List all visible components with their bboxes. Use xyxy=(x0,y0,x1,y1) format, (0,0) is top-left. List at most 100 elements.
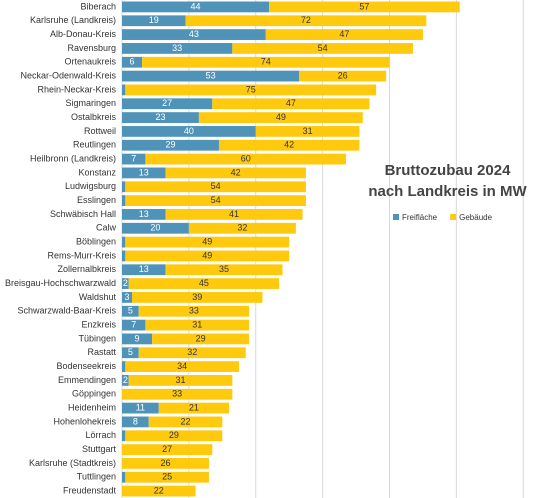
bar-segment xyxy=(145,153,347,165)
bar-segment xyxy=(122,444,213,455)
data-label: 31 xyxy=(303,126,313,136)
y-tick-label: Waldshut xyxy=(79,292,117,302)
y-tick-label: Rastatt xyxy=(87,347,116,357)
data-label: 26 xyxy=(338,70,348,80)
data-label: 22 xyxy=(181,416,191,426)
data-label: 34 xyxy=(177,361,187,371)
y-tick-label: Zollernalbkreis xyxy=(57,264,116,274)
y-tick-label: Calw xyxy=(96,223,117,233)
bar-segment xyxy=(122,209,166,220)
data-label: 32 xyxy=(187,347,197,357)
bar-segment xyxy=(218,139,360,151)
data-label: 27 xyxy=(162,98,172,108)
y-tick-label: Tübingen xyxy=(78,333,116,343)
data-label: 11 xyxy=(136,402,145,412)
bar-segment xyxy=(122,181,126,193)
data-label: 19 xyxy=(149,15,159,25)
bar-segment xyxy=(142,56,390,68)
chart-title: Bruttozubau 2024 nach Landkreis in MW xyxy=(368,162,527,200)
data-label: 40 xyxy=(184,126,194,136)
data-label: 31 xyxy=(176,375,186,385)
y-tick-label: Konstanz xyxy=(78,167,116,177)
data-label: 31 xyxy=(192,319,202,329)
bar-segment xyxy=(122,153,146,165)
bar-segment xyxy=(165,264,283,276)
data-label: 54 xyxy=(211,195,221,205)
bar-segment xyxy=(132,292,263,303)
data-label: 45 xyxy=(199,278,209,288)
bar-segment xyxy=(125,430,223,442)
y-tick-label: Rhein-Neckar-Kreis xyxy=(37,84,116,94)
data-label: 72 xyxy=(301,15,311,25)
data-label: 75 xyxy=(246,84,256,94)
data-label: 54 xyxy=(211,181,221,191)
data-label: 8 xyxy=(133,416,138,426)
y-tick-label: Ludwigsburg xyxy=(65,181,116,191)
bar-segment xyxy=(125,236,290,248)
data-label: 26 xyxy=(160,458,170,468)
data-label: 29 xyxy=(165,140,175,150)
bar-segment xyxy=(125,361,240,372)
legend-swatch xyxy=(393,214,399,220)
bar-segment xyxy=(128,278,280,289)
bar-segment xyxy=(128,375,233,386)
bar-segment xyxy=(122,402,159,414)
bar-segment xyxy=(185,15,427,27)
bar-segment xyxy=(122,167,166,179)
data-label: 47 xyxy=(339,29,349,39)
bar-segment xyxy=(122,236,126,248)
bar-segment xyxy=(269,1,460,13)
bar-segment xyxy=(125,84,377,96)
data-label: 13 xyxy=(139,264,149,274)
bar-segment xyxy=(188,222,296,234)
y-tick-label: Stuttgart xyxy=(82,444,117,454)
data-label: 57 xyxy=(359,1,369,11)
bar-segment xyxy=(145,319,250,331)
bar-segment xyxy=(125,181,306,193)
bar-segment xyxy=(122,56,143,68)
bar-segment xyxy=(255,126,360,137)
data-label: 33 xyxy=(172,43,182,53)
bar-segment xyxy=(122,305,139,317)
y-tick-label: Emmendingen xyxy=(58,375,116,385)
bar-segment xyxy=(122,375,129,386)
data-label: 2 xyxy=(123,375,128,385)
data-label: 23 xyxy=(155,112,165,122)
bar-segment xyxy=(122,126,256,137)
bar-segment xyxy=(122,292,133,303)
bar-segment xyxy=(122,29,266,40)
y-tick-label: Rottweil xyxy=(84,126,116,136)
bar-segment xyxy=(138,347,246,359)
y-tick-label: Alb-Donau-Kreis xyxy=(50,29,117,39)
data-label: 49 xyxy=(202,236,212,246)
bar-segment xyxy=(122,1,270,13)
y-tick-label: Schwäbisch Hall xyxy=(50,209,116,219)
bar-segment xyxy=(232,43,413,54)
bar-segment xyxy=(122,250,126,262)
y-tick-label: Tuttlingen xyxy=(77,472,116,482)
data-label: 32 xyxy=(237,223,247,233)
y-tick-label: Karlsruhe (Landkreis) xyxy=(30,15,116,25)
bar-segment xyxy=(122,112,199,123)
data-label: 49 xyxy=(276,112,286,122)
data-label: 39 xyxy=(192,292,202,302)
bar-segment xyxy=(138,305,250,317)
data-label: 3 xyxy=(125,292,130,302)
bar-segment xyxy=(122,70,300,82)
data-label: 33 xyxy=(189,306,199,316)
bar-segment xyxy=(265,29,423,40)
data-label: 21 xyxy=(189,402,199,412)
data-label: 42 xyxy=(231,167,241,177)
bar-segment xyxy=(212,98,370,110)
y-tick-label: Biberach xyxy=(80,1,116,11)
y-tick-label: Schwarzwald-Baar-Kreis xyxy=(17,306,116,316)
data-label: 13 xyxy=(139,209,149,219)
data-label: 60 xyxy=(241,153,251,163)
y-tick-label: Neckar-Odenwald-Kreis xyxy=(20,70,116,80)
data-label: 5 xyxy=(128,347,133,357)
y-tick-label: Rems-Murr-Kreis xyxy=(48,250,117,260)
bar-segment xyxy=(122,471,126,483)
bar-segment xyxy=(122,84,126,96)
